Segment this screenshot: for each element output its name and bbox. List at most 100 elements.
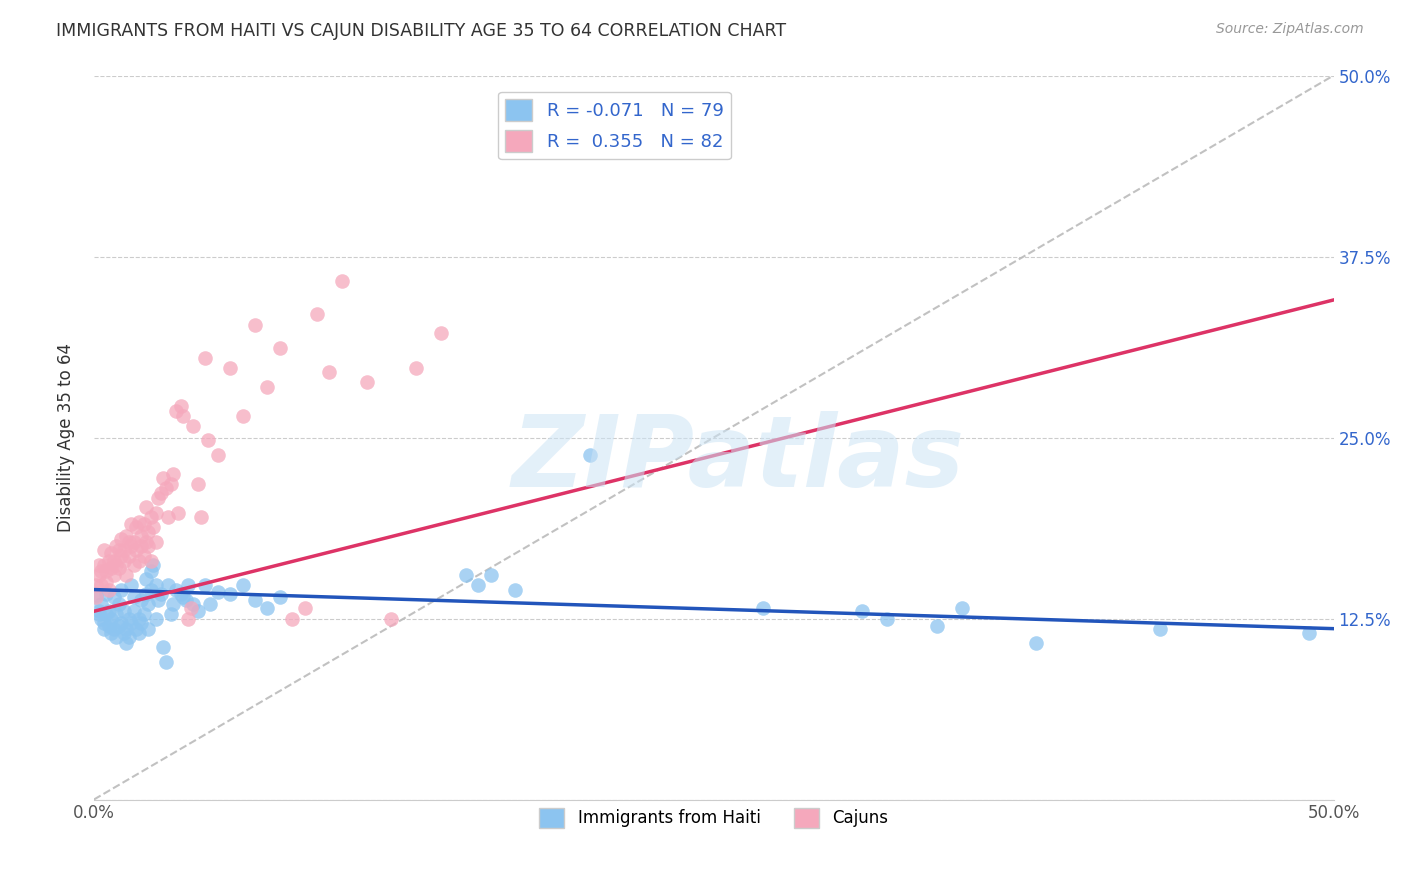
Text: IMMIGRANTS FROM HAITI VS CAJUN DISABILITY AGE 35 TO 64 CORRELATION CHART: IMMIGRANTS FROM HAITI VS CAJUN DISABILIT…: [56, 22, 786, 40]
Point: [1149, 622, 1171, 636]
Point: [135, 534, 157, 549]
Point: [86, 578, 108, 592]
Point: [187, 476, 209, 491]
Point: [155, 481, 177, 495]
Point: [100, 611, 122, 625]
Point: [120, 615, 142, 630]
Point: [129, 592, 152, 607]
Text: ZIPatlas: ZIPatlas: [512, 410, 965, 508]
Point: [93, 615, 115, 630]
Point: [112, 626, 135, 640]
Point: [117, 611, 139, 625]
Point: [142, 520, 165, 534]
Point: [194, 578, 217, 592]
Point: [207, 585, 229, 599]
Point: [294, 601, 316, 615]
Point: [103, 553, 125, 567]
Point: [454, 568, 477, 582]
Point: [97, 619, 120, 633]
Point: [87, 558, 110, 572]
Point: [115, 636, 138, 650]
Point: [86, 588, 108, 602]
Point: [162, 467, 184, 481]
Point: [107, 597, 129, 611]
Point: [190, 510, 212, 524]
Point: [87, 604, 110, 618]
Point: [129, 615, 152, 630]
Point: [96, 564, 118, 578]
Point: [100, 561, 122, 575]
Point: [122, 590, 145, 604]
Point: [139, 510, 162, 524]
Point: [107, 619, 129, 633]
Point: [125, 622, 148, 636]
Point: [167, 506, 190, 520]
Point: [162, 597, 184, 611]
Point: [243, 592, 266, 607]
Point: [103, 590, 125, 604]
Point: [93, 543, 115, 558]
Point: [145, 611, 167, 625]
Point: [139, 582, 162, 597]
Point: [115, 529, 138, 543]
Point: [157, 510, 180, 524]
Point: [1298, 626, 1320, 640]
Point: [105, 558, 128, 572]
Point: [125, 520, 148, 534]
Point: [256, 601, 278, 615]
Point: [103, 568, 125, 582]
Point: [318, 365, 340, 379]
Point: [93, 622, 115, 636]
Point: [165, 582, 187, 597]
Point: [172, 590, 194, 604]
Point: [110, 532, 132, 546]
Point: [159, 476, 181, 491]
Point: [142, 558, 165, 572]
Point: [110, 582, 132, 597]
Point: [219, 361, 242, 376]
Point: [170, 399, 193, 413]
Point: [149, 485, 172, 500]
Point: [181, 597, 204, 611]
Point: [197, 434, 219, 448]
Point: [851, 604, 873, 618]
Point: [181, 419, 204, 434]
Point: [145, 534, 167, 549]
Point: [578, 448, 600, 462]
Point: [87, 568, 110, 582]
Point: [505, 582, 527, 597]
Point: [430, 326, 453, 341]
Point: [107, 561, 129, 575]
Point: [97, 582, 120, 597]
Point: [269, 590, 291, 604]
Point: [138, 524, 160, 539]
Point: [120, 539, 142, 553]
Point: [132, 607, 155, 622]
Point: [479, 568, 502, 582]
Point: [269, 341, 291, 355]
Point: [139, 564, 162, 578]
Point: [405, 361, 427, 376]
Point: [115, 622, 138, 636]
Point: [243, 318, 266, 332]
Point: [135, 573, 157, 587]
Point: [117, 631, 139, 645]
Point: [86, 590, 108, 604]
Point: [356, 376, 378, 390]
Point: [925, 619, 948, 633]
Point: [93, 558, 115, 572]
Point: [207, 448, 229, 462]
Point: [467, 578, 489, 592]
Point: [97, 604, 120, 618]
Text: Source: ZipAtlas.com: Source: ZipAtlas.com: [1216, 22, 1364, 37]
Point: [157, 578, 180, 592]
Point: [90, 564, 112, 578]
Point: [96, 575, 118, 590]
Legend: Immigrants from Haiti, Cajuns: Immigrants from Haiti, Cajuns: [533, 801, 894, 835]
Point: [110, 615, 132, 630]
Point: [177, 611, 200, 625]
Point: [110, 549, 132, 564]
Point: [120, 578, 142, 592]
Point: [138, 597, 160, 611]
Point: [122, 534, 145, 549]
